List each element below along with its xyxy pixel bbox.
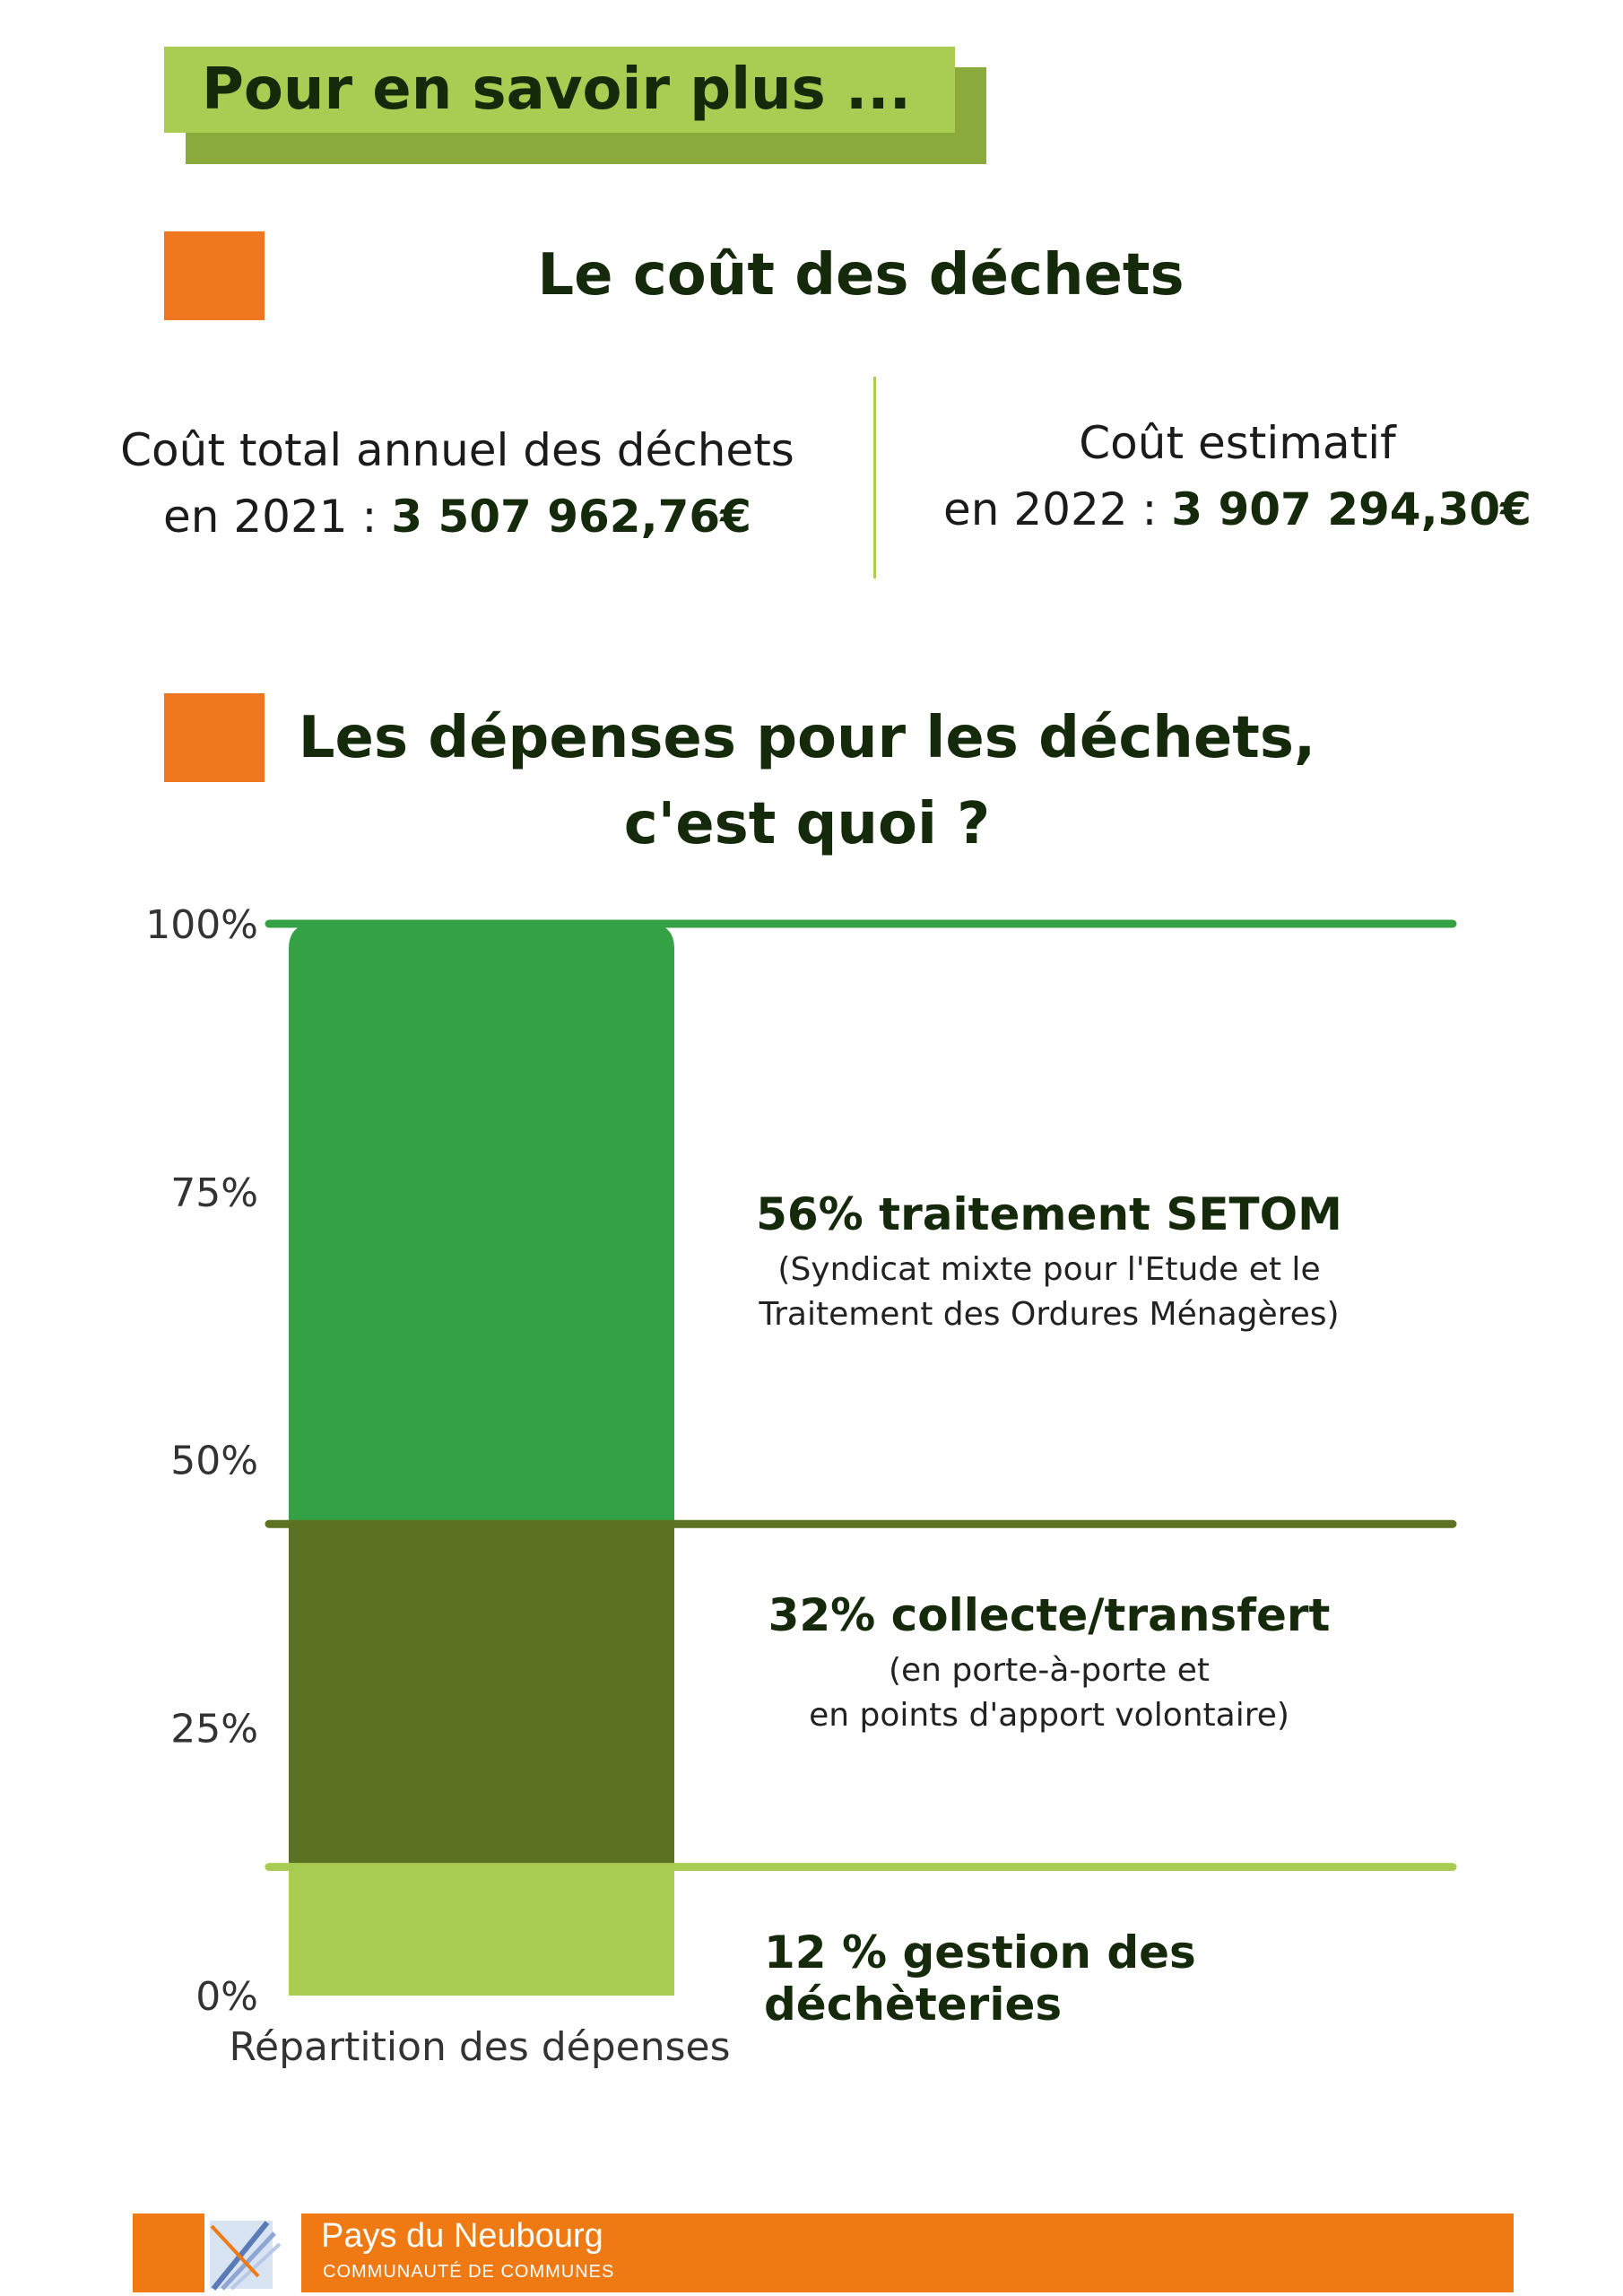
cost-2022-label: Coût estimatif bbox=[1079, 417, 1396, 469]
y-tick-label: 50% bbox=[170, 1439, 258, 1484]
setom-description-2: Traitement des Ordures Ménagères) bbox=[759, 1296, 1340, 1333]
expenses-title-line1: Les dépenses pour les déchets, bbox=[298, 705, 1316, 771]
cost-2021-block: Coût total annuel des déchets en 2021 : … bbox=[63, 417, 852, 550]
decheteries-annotation: 12 % gestion des déchèteries bbox=[717, 1926, 1506, 2031]
y-tick-label: 25% bbox=[170, 1706, 258, 1752]
title-banner: Pour en savoir plus ... bbox=[164, 47, 955, 133]
bar-segment-collecte bbox=[289, 1524, 674, 1867]
collecte-description-1: (en porte-à-porte et bbox=[888, 1652, 1211, 1689]
cost-2022-year: en 2022 : bbox=[943, 483, 1172, 535]
expenses-section-title: Les dépenses pour les déchets, c'est quo… bbox=[206, 695, 1408, 867]
org-subtitle: COMMUNAUTÉ DE COMMUNES bbox=[323, 2262, 615, 2282]
bar-segment-decheteries bbox=[289, 1866, 674, 1996]
cost-2021-year: en 2021 : bbox=[163, 491, 392, 543]
setom-description-1: (Syndicat mixte pour l'Etude et le bbox=[777, 1251, 1321, 1288]
cost-2022-block: Coût estimatif en 2022 : 3 907 294,30€ bbox=[906, 410, 1569, 543]
cost-section-title: Le coût des déchets bbox=[537, 242, 1185, 309]
setom-annotation: 56% traitement SETOM (Syndicat mixte pou… bbox=[681, 1188, 1417, 1337]
y-tick-label: 0% bbox=[195, 1974, 258, 2020]
cost-divider bbox=[873, 377, 876, 578]
cost-2021-label: Coût total annuel des déchets bbox=[120, 424, 794, 476]
cost-2021-value: 3 507 962,76€ bbox=[391, 491, 751, 543]
collecte-label: 32% collecte/transfert bbox=[768, 1589, 1331, 1641]
footer-bar bbox=[133, 2213, 1514, 2292]
bar-segment-setom bbox=[289, 924, 674, 1525]
section-marker-square bbox=[164, 231, 265, 320]
x-category-label: Répartition des dépenses bbox=[229, 2024, 730, 2070]
collecte-description-2: en points d'apport volontaire) bbox=[809, 1697, 1289, 1734]
logo-mark bbox=[204, 2213, 301, 2292]
page-title: Pour en savoir plus ... bbox=[202, 57, 911, 123]
logo-icon bbox=[210, 2221, 282, 2291]
org-name: Pays du Neubourg bbox=[321, 2217, 603, 2255]
y-tick-label: 100% bbox=[145, 902, 258, 948]
decheteries-label: 12 % gestion des déchèteries bbox=[764, 1926, 1196, 2031]
cost-2022-value: 3 907 294,30€ bbox=[1171, 483, 1532, 535]
expenses-title-line2: c'est quoi ? bbox=[623, 791, 991, 857]
section-marker-square bbox=[164, 693, 265, 782]
collecte-annotation: 32% collecte/transfert (en porte-à-porte… bbox=[681, 1589, 1417, 1738]
setom-label: 56% traitement SETOM bbox=[756, 1188, 1342, 1240]
y-tick-label: 75% bbox=[170, 1170, 258, 1216]
